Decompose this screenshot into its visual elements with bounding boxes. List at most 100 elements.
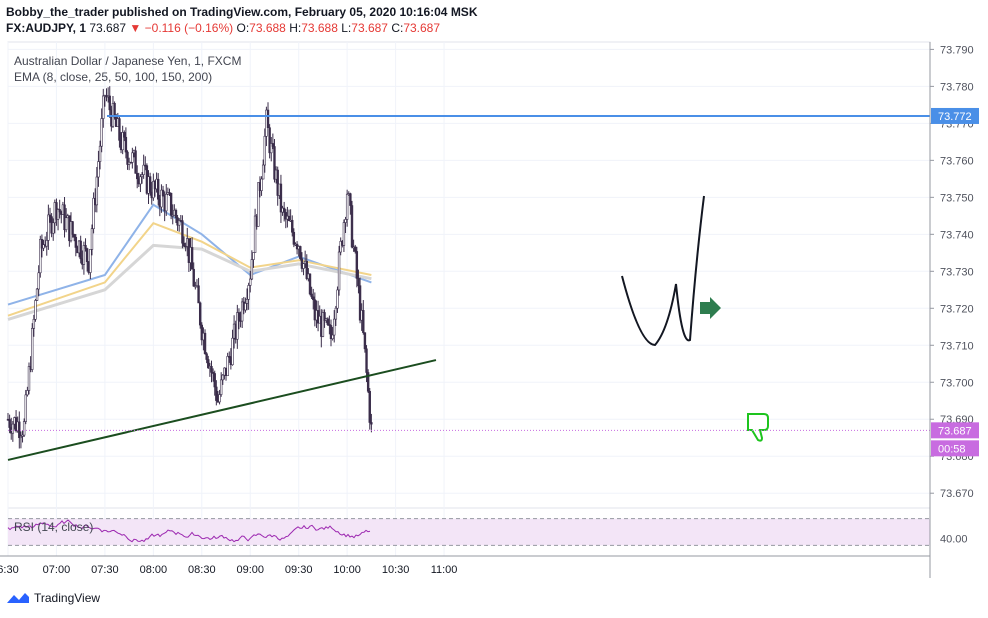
candle-body [321,312,325,337]
candle-body [100,118,103,147]
candle-body [118,118,121,141]
candle-body [24,394,27,422]
candle-body [342,222,346,246]
candle-body [58,209,61,213]
candle-body [271,143,275,147]
pattern-drawing [621,195,705,347]
candle-body [226,356,229,377]
candle-body [231,337,234,366]
candle-body [19,436,23,439]
candle-body [35,288,39,301]
candle-body [313,299,317,321]
candle-body [174,209,178,218]
candle-body [253,215,257,253]
candle-body [92,197,95,230]
candle-body [282,207,286,213]
candle-body [363,332,367,350]
candle-body [366,372,370,392]
candle-body [34,300,37,320]
y-tick-label: 73.780 [940,81,974,93]
y-tick-label: 73.730 [940,266,974,278]
candle-body [263,135,266,166]
candle-body [140,174,144,178]
x-tick-label: 07:00 [43,564,71,576]
candle-body [299,246,302,259]
resistance-price-tag-bg [931,107,979,124]
candle-body [31,328,34,370]
candle-body [215,386,218,401]
candle-body [368,390,371,423]
candle-body [329,325,333,340]
candle-body [240,301,244,322]
tradingview-footer[interactable]: TradingView [6,591,100,605]
candle-body [334,307,338,320]
candle-body [182,242,186,247]
candle-body [197,285,200,304]
candle-body [213,373,216,388]
candle-body [287,215,291,221]
y-tick-label: 73.720 [940,303,974,315]
y-tick-label: 73.710 [940,340,974,352]
candle-body [169,192,173,216]
rsi-tick-label: 40.00 [940,534,968,546]
candle-body [250,259,254,280]
candle-body [192,268,195,287]
candle-body [11,423,15,434]
rsi-band [8,518,930,546]
candle-body [79,240,82,260]
candle-body [349,193,352,206]
x-tick-label: 07:30 [91,564,119,576]
candle-body [362,310,365,333]
candle-body [190,247,194,270]
rsi-legend: RSI (14, close) [14,520,94,534]
candle-body [136,173,139,180]
candle-body [47,214,50,241]
grid [7,41,931,557]
candle-body [108,95,111,111]
candle-body [260,178,263,191]
candle-body [218,394,221,403]
y-tick-label: 73.740 [940,229,974,241]
candle-body [237,312,241,321]
ema-legend: EMA (8, close, 25, 50, 100, 150, 200) [14,70,213,84]
candle-body [74,236,78,248]
x-tick-label: 10:00 [333,564,361,576]
thumbs-down-icon [747,413,769,442]
candle-body [200,324,203,341]
last-price: 73.687 [89,21,127,35]
candle-body [292,231,296,245]
y-tick-label: 73.790 [940,44,974,56]
instrument-legend: Australian Dollar / Japanese Yen, 1, FXC… [14,54,242,68]
candle-body [40,239,44,249]
candle-body [221,374,224,381]
candle-body [310,293,313,298]
chart-header: Bobby_the_trader published on TradingVie… [6,4,477,36]
candle-body [323,312,326,321]
candle-body [257,182,260,227]
candle-body [181,220,184,244]
price-pane-border [7,41,931,509]
candle-body [308,273,312,295]
thumbs-down-outline [747,413,769,442]
candle-body [270,143,273,154]
candle-body [18,421,21,439]
candle-body [84,245,87,249]
candle-body [370,422,373,425]
candle-body [123,132,126,138]
candle-body [90,228,94,250]
candle-body [82,245,86,265]
candle-body [305,260,308,279]
candle-body [236,312,239,340]
candle-body [85,248,89,263]
candle-body [156,178,160,200]
countdown-tag-bg [931,440,979,457]
candle-body [102,95,105,119]
y-tick-label: 73.750 [940,192,974,204]
candle-body [354,246,357,252]
x-tick-label: 08:00 [140,564,168,576]
last-price-tag: 73.687 [938,425,972,437]
candle-body [22,421,26,436]
candle-body [244,303,247,311]
candle-body [312,296,315,301]
